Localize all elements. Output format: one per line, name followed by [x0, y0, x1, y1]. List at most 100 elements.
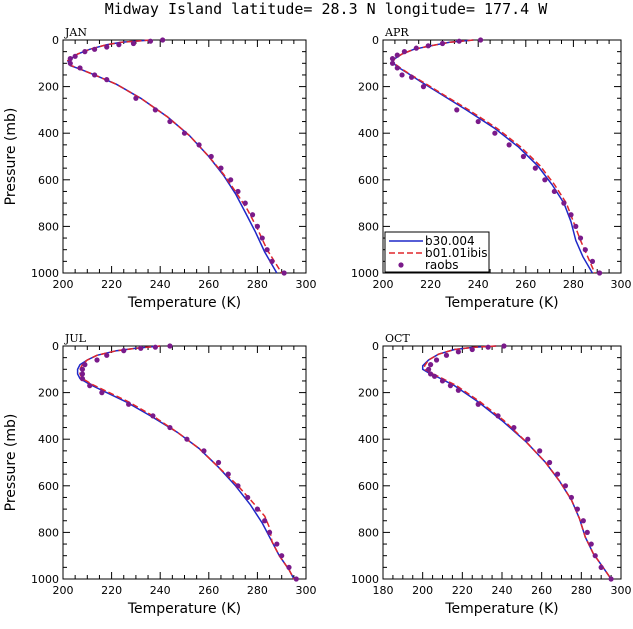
y-tick-label: 200 — [38, 81, 59, 94]
y-axis-label: Pressure (mb) — [3, 414, 19, 512]
x-tick-label: 220 — [101, 584, 122, 597]
raobs-point — [561, 200, 567, 206]
raobs-point — [588, 541, 594, 547]
b30-004-line — [421, 345, 612, 580]
raobs-point — [167, 118, 173, 125]
raobs-point — [67, 56, 73, 62]
y-tick-label: 800 — [358, 220, 379, 233]
y-tick-label: 600 — [38, 480, 59, 493]
x-tick-label: 220 — [420, 278, 441, 291]
x-tick-label: 300 — [611, 278, 632, 291]
panel-label: JAN — [64, 26, 87, 39]
raobs-point — [389, 56, 396, 62]
raobs-point — [547, 459, 553, 466]
raobs-point — [598, 564, 604, 570]
raobs-point — [167, 343, 173, 349]
raobs-point — [439, 40, 446, 47]
raobs-point — [475, 118, 481, 125]
x-tick-label: 220 — [452, 584, 473, 597]
panel-label: APR — [384, 26, 409, 39]
x-tick-label: 260 — [198, 278, 219, 291]
y-tick-label: 0 — [52, 34, 59, 47]
x-tick-label: 240 — [468, 278, 489, 291]
x-tick-label: 240 — [150, 584, 171, 597]
raobs-point — [87, 383, 93, 389]
panel-label: OCT — [385, 332, 410, 345]
raobs-point — [568, 212, 574, 218]
raobs-point — [167, 424, 173, 431]
raobs-point — [433, 357, 440, 363]
raobs-point — [77, 65, 83, 71]
y-tick-label: 800 — [38, 526, 59, 539]
x-tick-label: 220 — [101, 278, 122, 291]
x-axis-label: Temperature (K) — [444, 295, 558, 311]
panel-oct: 180 200 220 240 260 280 300 0 200 400 600 800 1000 OC… — [351, 332, 632, 617]
panel-jul: 200 220 240 260 280 300 0 200 400 600 800 1000 JUL Te… — [3, 332, 317, 617]
raobs-point — [420, 84, 427, 90]
raobs-point — [443, 352, 450, 358]
raobs-point — [266, 529, 273, 536]
raobs-point — [413, 45, 419, 51]
figure-title: Midway Island latitude= 28.3 N longitude… — [105, 0, 548, 18]
raobs-point — [389, 60, 396, 66]
raobs-point — [274, 541, 280, 547]
raobs-point — [439, 378, 446, 384]
raobs-point — [511, 424, 517, 431]
y-axis-label: Pressure (mb) — [3, 108, 19, 206]
plot-frame — [62, 39, 307, 274]
y-tick-label: 600 — [358, 174, 379, 187]
raobs-point — [104, 77, 110, 83]
y-tick-label: 1000 — [351, 267, 379, 280]
raobs-point — [580, 518, 586, 524]
raobs-point — [495, 413, 501, 419]
panel-label: JUL — [64, 332, 87, 345]
raobs-point — [584, 529, 590, 536]
raobs-point — [104, 44, 110, 50]
raobs-point — [394, 52, 400, 58]
x-axis-label: Temperature (K) — [127, 601, 241, 617]
raobs-point — [147, 38, 154, 44]
raobs-point — [475, 401, 481, 407]
x-tick-label: 280 — [247, 278, 268, 291]
y-tick-label: 1000 — [31, 573, 59, 586]
x-tick-label: 200 — [412, 584, 433, 597]
x-tick-label: 280 — [247, 584, 268, 597]
y-tick-label: 200 — [358, 81, 379, 94]
raobs-point — [218, 165, 224, 171]
y-tick-label: 400 — [358, 127, 379, 140]
raobs-point — [152, 107, 158, 113]
raobs-point — [596, 270, 603, 276]
x-tick-label: 280 — [571, 584, 592, 597]
raobs-point — [184, 436, 190, 442]
y-tick-label: 0 — [372, 340, 379, 353]
b01-01ibis-line — [66, 39, 283, 274]
y-tick-label: 0 — [52, 340, 59, 353]
raobs-point — [485, 344, 491, 350]
raobs-point — [562, 483, 569, 489]
raobs-point — [426, 366, 432, 372]
y-tick-label: 400 — [358, 433, 379, 446]
raobs-point — [79, 376, 86, 382]
raobs-point — [150, 413, 156, 419]
raobs-point — [82, 362, 88, 368]
raobs-point — [94, 357, 100, 363]
raobs-point — [99, 390, 105, 396]
raobs-point — [281, 270, 287, 276]
raobs-point — [126, 401, 132, 407]
raobs-point — [401, 49, 408, 55]
raobs-point — [160, 37, 166, 43]
raobs-point — [425, 43, 431, 49]
raobs-point — [79, 371, 86, 377]
raobs-point — [573, 223, 579, 229]
raobs-point — [501, 343, 507, 349]
raobs-point — [242, 200, 248, 206]
y-tick-label: 800 — [38, 220, 59, 233]
raobs-point — [133, 95, 139, 101]
x-tick-label: 200 — [53, 278, 74, 291]
x-tick-label: 200 — [373, 278, 394, 291]
raobs-point — [455, 349, 461, 355]
y-tick-label: 1000 — [351, 573, 379, 586]
raobs-point — [492, 130, 498, 136]
raobs-point — [91, 46, 98, 52]
raobs-point — [259, 235, 265, 241]
